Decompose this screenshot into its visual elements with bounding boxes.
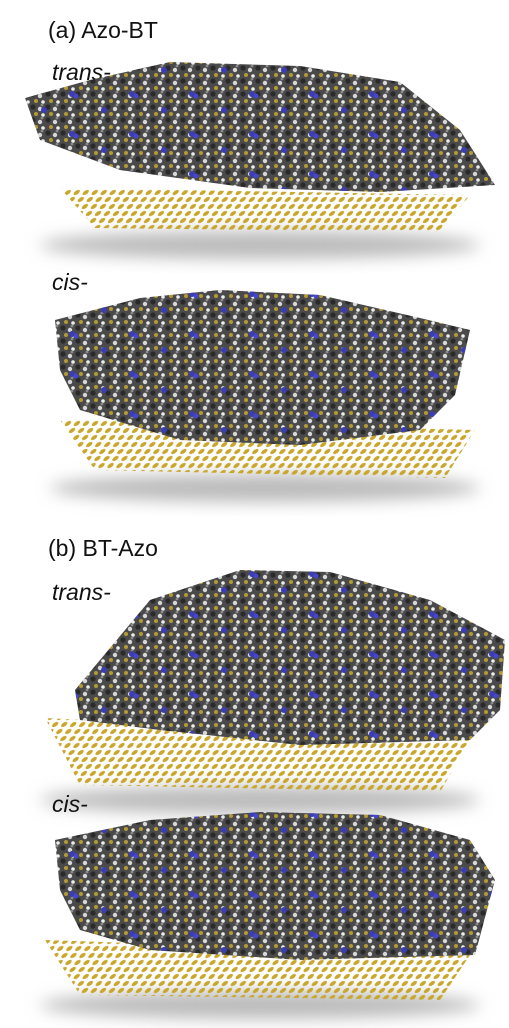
structure-label: cis- [52, 791, 88, 817]
structure-label: trans- [52, 579, 111, 605]
panel-title: (a) Azo-BT [48, 17, 158, 43]
slab-cis [50, 290, 480, 502]
slab-cis [40, 812, 495, 1019]
azo-groups [55, 812, 495, 960]
structure-label: cis- [52, 269, 88, 295]
shadow [50, 474, 480, 502]
shadow [40, 231, 480, 259]
shadow [40, 786, 480, 814]
panel-a: (a) Azo-BT trans- cis- [25, 17, 495, 502]
azo-groups [25, 62, 495, 192]
slab-trans [25, 62, 495, 259]
azo-groups [55, 290, 470, 445]
azo-groups [75, 570, 505, 745]
substrate [60, 188, 470, 232]
panel-title: (b) BT-Azo [48, 535, 158, 561]
slab-trans [40, 570, 505, 814]
panel-b: (b) BT-Azo trans- cis- [40, 535, 505, 1019]
